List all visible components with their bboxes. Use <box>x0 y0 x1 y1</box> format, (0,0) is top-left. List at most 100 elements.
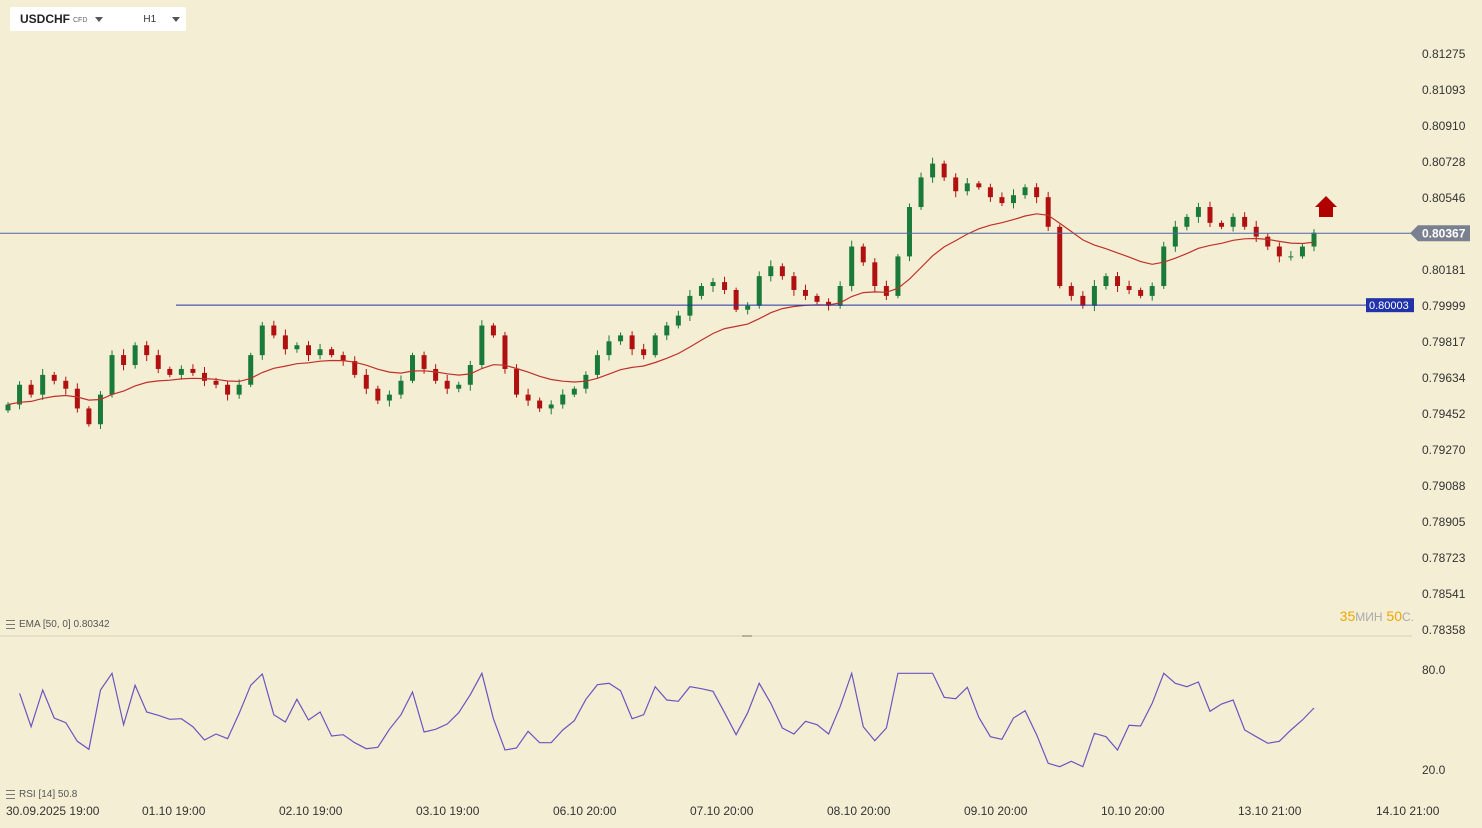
symbol-toolbar[interactable]: USDCHF CFD H1 <box>10 7 186 31</box>
candle-body[interactable] <box>236 384 242 395</box>
candle-body[interactable] <box>1057 226 1063 287</box>
candle-body[interactable] <box>756 276 762 306</box>
ema-indicator-label[interactable]: EMA [50, 0] 0.80342 <box>6 619 110 630</box>
candle-body[interactable] <box>86 408 92 425</box>
candle-body[interactable] <box>17 384 23 405</box>
candle-body[interactable] <box>502 335 508 369</box>
candle-body[interactable] <box>1022 187 1028 196</box>
candle-body[interactable] <box>386 394 392 401</box>
candle-body[interactable] <box>28 384 34 395</box>
candle-body[interactable] <box>317 349 323 356</box>
candle-body[interactable] <box>548 404 554 409</box>
candle-body[interactable] <box>410 355 416 381</box>
candle-body[interactable] <box>745 305 751 310</box>
candle-body[interactable] <box>941 163 947 178</box>
candle-body[interactable] <box>629 335 635 350</box>
candle-body[interactable] <box>964 183 970 192</box>
candle-body[interactable] <box>132 345 138 366</box>
candle-body[interactable] <box>687 295 693 316</box>
candle-body[interactable] <box>51 374 57 381</box>
candle-body[interactable] <box>571 388 577 395</box>
signal-arrow-up-icon[interactable] <box>1315 196 1337 217</box>
candle-body[interactable] <box>1080 295 1086 306</box>
candle-body[interactable] <box>560 394 566 405</box>
candle-body[interactable] <box>144 345 150 356</box>
candle-body[interactable] <box>433 368 439 381</box>
candle-body[interactable] <box>1172 226 1178 247</box>
candle-body[interactable] <box>826 301 832 306</box>
candle-body[interactable] <box>1103 276 1109 287</box>
candle-body[interactable] <box>976 183 982 188</box>
timeframe-dropdown-icon[interactable] <box>172 16 181 22</box>
candle-body[interactable] <box>514 368 520 395</box>
candle-body[interactable] <box>791 276 797 290</box>
pane-resize-handle[interactable] <box>742 635 752 637</box>
candle-body[interactable] <box>1115 276 1121 287</box>
candle-body[interactable] <box>248 355 254 385</box>
candle-body[interactable] <box>213 380 219 385</box>
candle-body[interactable] <box>63 380 69 389</box>
candle-body[interactable] <box>340 355 346 362</box>
candle-body[interactable] <box>1195 207 1201 217</box>
candle-body[interactable] <box>860 246 866 263</box>
candle-body[interactable] <box>883 286 889 296</box>
candle-body[interactable] <box>1091 286 1097 306</box>
candle-body[interactable] <box>305 345 311 356</box>
candle-body[interactable] <box>618 335 624 342</box>
candle-body[interactable] <box>1149 286 1155 296</box>
candle-body[interactable] <box>768 266 774 277</box>
candle-body[interactable] <box>421 355 427 369</box>
candle-body[interactable] <box>1311 232 1317 247</box>
candle-body[interactable] <box>930 163 936 178</box>
candle-body[interactable] <box>201 372 207 381</box>
candle-body[interactable] <box>398 380 404 395</box>
candle-body[interactable] <box>375 388 381 401</box>
candle-body[interactable] <box>664 325 670 336</box>
rsi-indicator-label[interactable]: RSI [14] 50.8 <box>6 789 77 800</box>
candle-body[interactable] <box>363 374 369 389</box>
candle-body[interactable] <box>1045 197 1051 227</box>
candle-body[interactable] <box>352 361 358 375</box>
symbol-dropdown-icon[interactable] <box>95 16 104 22</box>
candle-body[interactable] <box>710 282 716 287</box>
candle-body[interactable] <box>987 187 993 198</box>
candle-body[interactable] <box>999 197 1005 204</box>
candle-body[interactable] <box>490 325 496 336</box>
candle-body[interactable] <box>1253 226 1259 237</box>
candle-body[interactable] <box>1138 289 1144 296</box>
candle-body[interactable] <box>190 368 196 373</box>
candle-body[interactable] <box>652 335 658 356</box>
candle-body[interactable] <box>40 374 46 395</box>
candle-body[interactable] <box>1276 246 1282 257</box>
candle-body[interactable] <box>1219 222 1225 227</box>
candle-body[interactable] <box>722 282 728 290</box>
candle-body[interactable] <box>1126 286 1132 290</box>
candle-body[interactable] <box>1299 246 1305 257</box>
candle-body[interactable] <box>675 315 681 326</box>
candle-body[interactable] <box>537 400 543 409</box>
candle-body[interactable] <box>1242 216 1248 227</box>
candle-body[interactable] <box>282 335 288 350</box>
candle-body[interactable] <box>1011 195 1017 204</box>
candle-body[interactable] <box>444 380 450 389</box>
candle-body[interactable] <box>109 355 115 395</box>
candle-body[interactable] <box>467 365 473 385</box>
candle-body[interactable] <box>1207 207 1213 223</box>
candle-body[interactable] <box>456 384 462 389</box>
candle-body[interactable] <box>5 404 11 411</box>
candle-body[interactable] <box>479 325 485 366</box>
candle-body[interactable] <box>1034 187 1040 198</box>
candle-body[interactable] <box>953 177 959 192</box>
candle-body[interactable] <box>259 325 265 356</box>
candle-body[interactable] <box>872 262 878 287</box>
candle-body[interactable] <box>814 295 820 302</box>
candle-body[interactable] <box>1265 236 1271 247</box>
candle-body[interactable] <box>1184 216 1190 227</box>
candle-body[interactable] <box>1068 286 1074 296</box>
candle-body[interactable] <box>641 349 647 356</box>
candle-body[interactable] <box>918 177 924 208</box>
candle-body[interactable] <box>1230 216 1236 227</box>
candle-body[interactable] <box>895 256 901 296</box>
candle-body[interactable] <box>606 341 612 356</box>
